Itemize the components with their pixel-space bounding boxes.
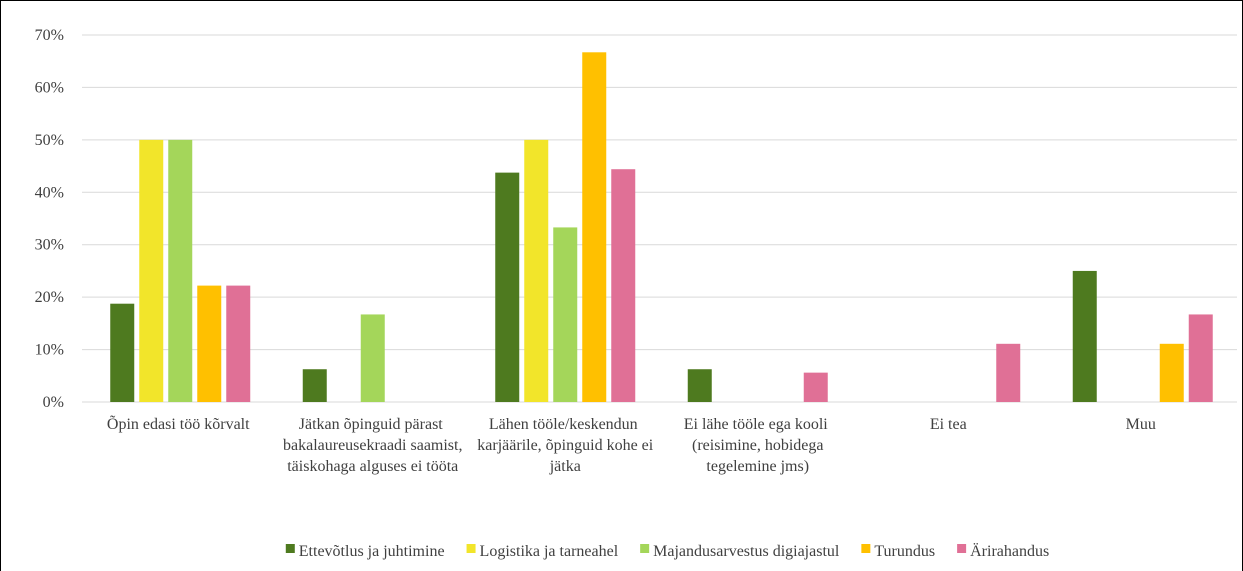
x-tick-label: Ei tea (930, 416, 967, 433)
bar (1072, 270, 1097, 402)
bar (139, 139, 164, 402)
bar (524, 139, 549, 402)
x-tick-label: Ei lähe tööle ega kooli (reisimine, hobi… (684, 416, 829, 475)
legend-label: Ärirahandus (970, 542, 1049, 560)
bar (226, 285, 251, 402)
y-tick-label: 20% (35, 289, 64, 306)
legend-swatch (640, 544, 650, 553)
x-tick-label: Muu (1126, 416, 1156, 433)
bar (197, 285, 222, 402)
y-tick-label: 70% (35, 27, 64, 44)
bar (1188, 314, 1213, 402)
bar (360, 314, 385, 402)
legend-label: Ettevõtlus ja juhtimine (299, 543, 445, 560)
bar (611, 169, 636, 402)
bar (110, 303, 135, 402)
y-tick-label: 40% (35, 184, 64, 201)
bar (495, 172, 520, 402)
y-tick-label: 60% (35, 79, 64, 96)
legend-label: Majandusarvestus digiajastul (653, 543, 840, 560)
y-tick-label: 10% (35, 342, 64, 359)
legend-label: Logistika ja tarneahel (480, 543, 619, 560)
x-tick-label: Õpin edasi töö kõrvalt (107, 415, 250, 433)
legend-swatch (957, 544, 967, 553)
bar (553, 227, 578, 402)
bar (803, 372, 828, 402)
bar (1159, 343, 1184, 402)
y-tick-label: 50% (35, 132, 64, 149)
y-tick-label: 30% (35, 237, 64, 254)
x-tick-label: Lähen tööle/keskendun karjäärile, õpingu… (473, 416, 653, 475)
bar (687, 369, 712, 402)
bar (168, 139, 193, 402)
legend-swatch (466, 544, 476, 553)
y-tick-label: 0% (43, 394, 64, 411)
bar (582, 52, 607, 403)
legend-swatch (285, 544, 295, 553)
legend-swatch (861, 544, 871, 553)
bar (302, 369, 327, 402)
bar (996, 343, 1021, 402)
legend-label: Turundus (874, 543, 935, 560)
x-tick-label: Jätkan õpinguid pärast bakalaureusekraad… (279, 416, 462, 475)
